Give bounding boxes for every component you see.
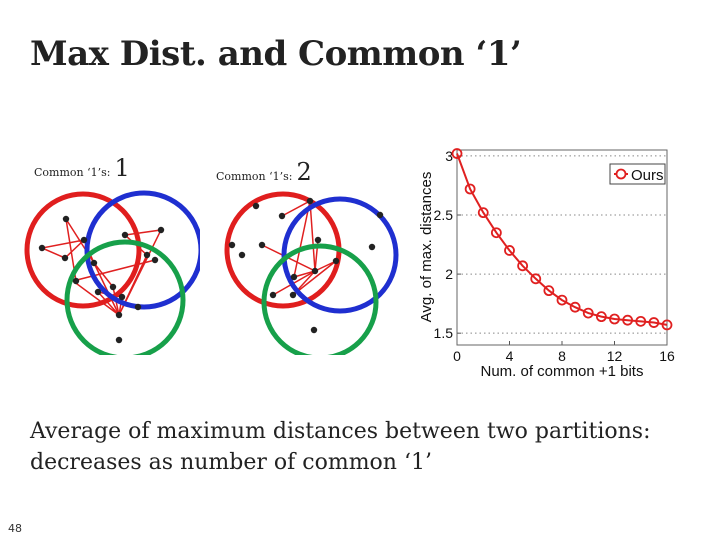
venn-1-red-circle bbox=[24, 191, 142, 309]
data-point bbox=[464, 183, 476, 195]
x-tick-label: 8 bbox=[558, 348, 566, 364]
venn-2-caption-value: 2 bbox=[296, 158, 312, 186]
data-point bbox=[582, 307, 594, 319]
slide-description: Average of maximum distances between two… bbox=[30, 416, 710, 478]
x-tick-label: 16 bbox=[659, 348, 675, 364]
legend-label-ours: Ours bbox=[631, 167, 664, 184]
chart-y-axis: 1.5 2 2.5 3 bbox=[434, 148, 461, 341]
y-tick-label: 3 bbox=[445, 148, 453, 164]
data-point bbox=[556, 294, 568, 306]
y-tick-label: 1.5 bbox=[434, 325, 454, 341]
data-point bbox=[661, 319, 673, 331]
data-point bbox=[569, 301, 581, 313]
venn-1-points bbox=[38, 215, 165, 344]
legend-box bbox=[609, 163, 666, 185]
venn-2-points bbox=[228, 197, 384, 334]
chart-x-axis: 0 4 8 12 16 bbox=[453, 341, 675, 364]
venn-diagram-2 bbox=[224, 191, 399, 355]
data-point bbox=[635, 315, 647, 327]
data-point bbox=[530, 273, 542, 285]
slide-title: Max Dist. and Common ‘1’ bbox=[30, 34, 522, 74]
venn-1-green-circle bbox=[64, 239, 186, 355]
venn-diagram-1 bbox=[24, 190, 200, 355]
venn-2-blue-circle bbox=[281, 196, 399, 314]
x-tick-label: 12 bbox=[607, 348, 623, 364]
data-point bbox=[451, 148, 463, 159]
data-point bbox=[477, 207, 489, 219]
venn-1-blue-circle bbox=[84, 190, 200, 310]
data-point bbox=[595, 311, 607, 323]
avg-max-distance-chart: 0 4 8 12 16 1.5 2 2.5 3 Ours Num. of common +1 … bbox=[418, 148, 675, 380]
legend-marker bbox=[615, 168, 627, 180]
venn-1-caption-label: Common ‘1’s: bbox=[34, 166, 111, 179]
venn-2-green-circle bbox=[261, 243, 379, 355]
data-point bbox=[609, 313, 620, 325]
chart-y-axis-label: Avg. of max. distances bbox=[418, 172, 435, 323]
chart-x-axis-label: Num. of common +1 bits bbox=[481, 363, 644, 380]
description-line-2: decreases as number of common ‘1’ bbox=[30, 450, 432, 475]
data-point bbox=[648, 317, 660, 328]
description-line-1: Average of maximum distances between two… bbox=[30, 419, 651, 444]
x-tick-label: 4 bbox=[506, 348, 514, 364]
venn-1-caption-value: 1 bbox=[114, 154, 130, 182]
data-point bbox=[517, 260, 529, 272]
y-tick-label: 2.5 bbox=[434, 207, 454, 223]
data-point bbox=[543, 285, 555, 297]
chart-y-gridlines bbox=[457, 155, 667, 334]
data-point bbox=[622, 314, 634, 326]
page-number: 48 bbox=[8, 522, 22, 535]
chart-legend: Ours bbox=[609, 163, 666, 185]
chart-plot-frame bbox=[456, 149, 668, 346]
series-ours-markers bbox=[451, 148, 673, 331]
venn-2-caption: Common ‘1’s: 2 bbox=[216, 158, 312, 186]
data-point bbox=[490, 227, 502, 239]
x-tick-label: 0 bbox=[453, 348, 461, 364]
y-tick-label: 2 bbox=[445, 266, 453, 282]
data-point bbox=[504, 245, 515, 256]
venn-1-caption: Common ‘1’s: 1 bbox=[34, 154, 130, 182]
venn-2-caption-label: Common ‘1’s: bbox=[216, 170, 293, 183]
